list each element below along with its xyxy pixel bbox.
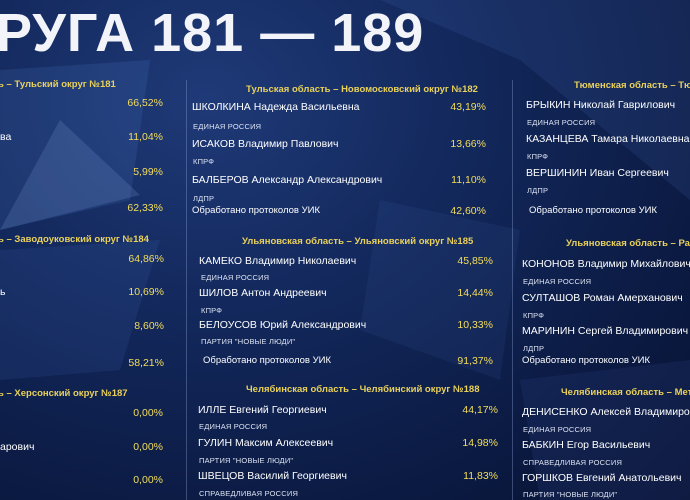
district-header: ь – Заводоуковский округ №184 (0, 234, 149, 245)
candidate-name: БЕЛОУСОВ Юрий Александрович (199, 319, 367, 331)
district-header: Челябинская область – Челябинский округ … (246, 384, 480, 395)
candidate-party: ЕДИНАЯ РОССИЯ (527, 118, 596, 127)
processed-percent: 91,37% (457, 355, 493, 367)
candidate-percent: 43,19% (450, 101, 486, 113)
candidate-name: СУЛТАШОВ Роман Амерханович (522, 292, 683, 304)
candidate-party: ЕДИНАЯ РОССИЯ (201, 273, 270, 282)
candidate-party: ПАРТИЯ "НОВЫЕ ЛЮДИ" (201, 337, 296, 346)
candidate-party: ЕДИНАЯ РОССИЯ (199, 422, 268, 431)
candidate-percent: 11,83% (463, 470, 498, 482)
candidate-percent: 11,10% (451, 174, 486, 186)
candidate-percent: 10,69% (128, 286, 164, 298)
candidate-party: КПРФ (523, 311, 545, 320)
candidate-party: ЛДПР (523, 344, 545, 353)
candidate-percent: 0,00% (133, 441, 163, 453)
candidate-name: ГУЛИН Максим Алексеевич (198, 437, 334, 449)
district-header: Тюменская область – Тюме (574, 80, 690, 91)
processed-percent: 42,60% (450, 205, 486, 217)
column-divider (186, 80, 187, 500)
processed-label: Обработано протоколов УИК (522, 355, 650, 366)
candidate-percent: 66,52% (127, 97, 163, 109)
candidate-percent: 14,44% (457, 287, 493, 299)
column-divider (512, 80, 513, 500)
candidate-name: БРЫКИН Николай Гаврилович (526, 99, 676, 111)
candidate-percent: 14,98% (462, 437, 498, 449)
candidate-percent: 0,00% (133, 407, 163, 419)
candidate-percent: 13,66% (450, 138, 486, 150)
candidate-name: КАМЕКО Владимир Николаевич (199, 255, 357, 267)
candidate-name: ДЕНИСЕНКО Алексей Владимирович (522, 406, 690, 418)
candidate-name: МАРИНИН Сергей Владимирович (522, 325, 689, 337)
candidate-party: СПРАВЕДЛИВАЯ РОССИЯ (523, 458, 623, 467)
candidate-name: ь (0, 286, 6, 298)
district-header: Тульская область – Новомосковский округ … (246, 84, 478, 95)
candidate-party: ЛДПР (193, 194, 215, 203)
candidate-name: ва (0, 131, 12, 143)
processed-label: Обработано протоколов УИК (529, 205, 657, 216)
district-header: ь – Херсонский округ №187 (0, 388, 128, 399)
candidate-party: КПРФ (527, 152, 549, 161)
candidate-party: ЕДИНАЯ РОССИЯ (193, 122, 262, 131)
processed-percent: 62,33% (127, 202, 163, 214)
processed-label: Обработано протоколов УИК (192, 205, 320, 216)
candidate-percent: 10,33% (457, 319, 493, 331)
candidate-percent: 11,04% (128, 131, 163, 143)
candidate-name: ШКОЛКИНА Надежда Васильевна (192, 101, 360, 113)
page-title: РУГА 181 — 189 (0, 3, 425, 63)
candidate-name: ИСАКОВ Владимир Павлович (192, 138, 339, 150)
candidate-name: арович (0, 441, 35, 453)
district-header: Ульяновская область – Радищ (566, 238, 690, 249)
candidate-name: БАЛБЕРОВ Александр Александрович (192, 174, 383, 186)
candidate-party: ЕДИНАЯ РОССИЯ (523, 277, 592, 286)
candidate-party: ПАРТИЯ "НОВЫЕ ЛЮДИ" (523, 490, 618, 499)
candidate-name: КАЗАНЦЕВА Тамара Николаевна (526, 133, 690, 145)
processed-percent: 58,21% (128, 357, 164, 369)
candidate-party: ЛДПР (527, 186, 549, 195)
candidate-name: ШВЕЦОВ Василий Георгиевич (198, 470, 347, 482)
candidate-party: КПРФ (201, 306, 223, 315)
district-header: ь – Тульский округ №181 (0, 79, 116, 90)
processed-label: Обработано протоколов УИК (203, 355, 331, 366)
candidate-percent: 0,00% (133, 474, 163, 486)
district-header: Челябинская область – Металлу (561, 387, 690, 398)
candidate-party: СПРАВЕДЛИВАЯ РОССИЯ (199, 489, 299, 498)
candidate-name: ВЕРШИНИН Иван Сергеевич (526, 167, 669, 179)
candidate-name: КОНОНОВ Владимир Михайлович (522, 258, 690, 270)
candidate-percent: 5,99% (133, 166, 163, 178)
candidate-name: ШИЛОВ Антон Андреевич (199, 287, 327, 299)
candidate-percent: 45,85% (457, 255, 493, 267)
candidate-party: ЕДИНАЯ РОССИЯ (523, 425, 592, 434)
candidate-percent: 8,60% (134, 320, 164, 332)
candidate-name: ГОРШКОВ Евгений Анатольевич (522, 472, 682, 484)
candidate-name: ИЛЛЕ Евгений Георгиевич (198, 404, 327, 416)
candidate-percent: 64,86% (128, 253, 164, 265)
candidate-party: ПАРТИЯ "НОВЫЕ ЛЮДИ" (199, 456, 294, 465)
candidate-percent: 44,17% (462, 404, 498, 416)
candidate-name: БАБКИН Егор Васильевич (522, 439, 651, 451)
candidate-party: КПРФ (193, 157, 215, 166)
district-header: Ульяновская область – Ульяновский округ … (242, 236, 474, 247)
